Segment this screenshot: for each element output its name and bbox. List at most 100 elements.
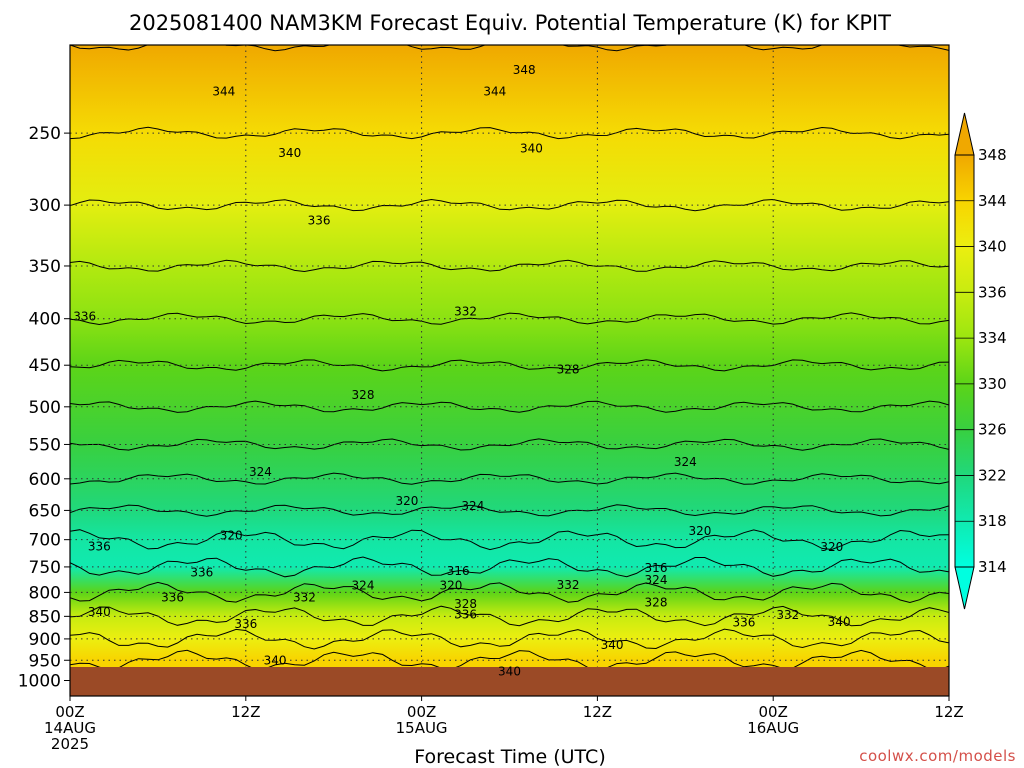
contour-label: 336 <box>190 566 213 580</box>
contour-line <box>70 628 949 650</box>
colorbar-tick-label: 326 <box>978 421 1007 439</box>
contour-label: 328 <box>352 388 375 402</box>
contour-label: 332 <box>454 305 477 319</box>
contour-label: 324 <box>352 578 375 592</box>
ground-terrain <box>70 667 949 696</box>
x-tick-label: 2025 <box>51 735 89 753</box>
contour-label: 336 <box>308 214 331 228</box>
contour-label: 336 <box>88 539 111 553</box>
y-tick-label: 850 <box>29 607 61 627</box>
contour-label: 332 <box>557 578 580 592</box>
contour-label: 324 <box>249 465 272 479</box>
contour-label: 328 <box>454 597 477 611</box>
y-axis-ticks: 250 300 350 400 450 500 550 600 650 700 750 800 850 9… <box>18 124 70 692</box>
plot-frame <box>69 44 950 697</box>
contour-label: 340 <box>278 146 301 160</box>
contour-label: 336 <box>732 615 755 629</box>
contour-label: 348 <box>513 63 536 77</box>
colorbar-tick-label: 330 <box>978 375 1007 393</box>
y-tick-label: 800 <box>29 583 61 603</box>
colorbar-tick-label: 314 <box>978 558 1007 576</box>
contour-line <box>70 259 949 273</box>
contour-label: 316 <box>447 564 470 578</box>
contour-label: 340 <box>264 653 287 667</box>
contour-label: 332 <box>293 590 316 604</box>
contour-label: 340 <box>828 615 851 629</box>
y-tick-label: 300 <box>29 196 61 216</box>
colorbar: 348 344 340 336 334 330 326 322 318 314 <box>954 112 1007 610</box>
chart-title: 2025081400 NAM3KM Forecast Equiv. Potent… <box>129 11 891 35</box>
contour-line <box>70 198 949 212</box>
y-tick-label: 950 <box>29 651 61 671</box>
x-tick-label: 16AUG <box>747 719 799 737</box>
contour-line <box>70 312 949 326</box>
contour-label: 316 <box>645 561 668 575</box>
colorbar-bottom-arrow <box>954 566 975 610</box>
contour-line <box>70 605 949 627</box>
contour-label: 344 <box>212 85 235 99</box>
y-tick-label: 500 <box>29 398 61 418</box>
contour-label: 320 <box>220 529 243 543</box>
y-tick-label: 700 <box>29 531 61 551</box>
colorbar-tick-label: 334 <box>978 329 1007 347</box>
y-tick-label: 1000 <box>18 672 61 692</box>
contour-line <box>70 556 949 578</box>
colorbar-tick-label: 340 <box>978 238 1007 256</box>
contour-line <box>70 504 949 517</box>
colorbar-top-arrow <box>954 112 975 156</box>
y-tick-label: 450 <box>29 356 61 376</box>
colorbar-tick-label: 322 <box>978 466 1007 484</box>
contour-label: 320 <box>688 524 711 538</box>
contour-line <box>70 649 949 671</box>
y-tick-label: 550 <box>29 435 61 455</box>
y-tick-label: 650 <box>29 501 61 521</box>
contour-label: 324 <box>645 573 668 587</box>
x-tick-label: 12Z <box>231 703 260 721</box>
theta-e-field <box>70 45 949 696</box>
x-tick-label: 14AUG <box>44 719 96 737</box>
contour-label: 328 <box>557 363 580 377</box>
x-tick-label: 00Z <box>407 703 436 721</box>
contour-label: 336 <box>73 310 96 324</box>
contour-line <box>70 581 949 604</box>
watermark-credit: coolwx.com/models <box>859 747 1016 765</box>
contour-label: 336 <box>454 607 477 621</box>
contour-label: 340 <box>520 142 543 156</box>
colorbar-tick-label: 344 <box>978 192 1007 210</box>
contour-label: 332 <box>776 608 799 622</box>
y-tick-label: 350 <box>29 257 61 277</box>
y-tick-label: 600 <box>29 470 61 490</box>
contour-label: 320 <box>820 540 843 554</box>
y-tick-label: 900 <box>29 630 61 650</box>
contour-line <box>70 126 949 140</box>
y-tick-label: 250 <box>29 124 61 144</box>
contour-line <box>70 359 949 372</box>
contour-line <box>70 438 949 451</box>
gridlines <box>70 45 949 696</box>
x-tick-label: 00Z <box>759 703 788 721</box>
contour-label: 340 <box>601 638 624 652</box>
x-tick-label: 12Z <box>934 703 963 721</box>
contour-line <box>70 400 949 413</box>
contour-label: 324 <box>674 455 697 469</box>
contour-label: 324 <box>461 499 484 513</box>
colorbar-tick-label: 318 <box>978 512 1007 530</box>
y-tick-label: 400 <box>29 310 61 330</box>
x-tick-label: 15AUG <box>396 719 448 737</box>
x-tick-label: 00Z <box>55 703 84 721</box>
colorbar-tick-label: 336 <box>978 283 1007 301</box>
contour-label: 340 <box>498 665 521 679</box>
contour-label: 320 <box>395 494 418 508</box>
y-tick-label: 750 <box>29 558 61 578</box>
x-tick-label: 12Z <box>583 703 612 721</box>
contour-label: 336 <box>161 590 184 604</box>
contour-label: 344 <box>483 85 506 99</box>
contour-label: 328 <box>645 596 668 610</box>
x-axis-label: Forecast Time (UTC) <box>414 746 605 768</box>
contour-line <box>70 45 949 52</box>
contour-label: 340 <box>88 605 111 619</box>
